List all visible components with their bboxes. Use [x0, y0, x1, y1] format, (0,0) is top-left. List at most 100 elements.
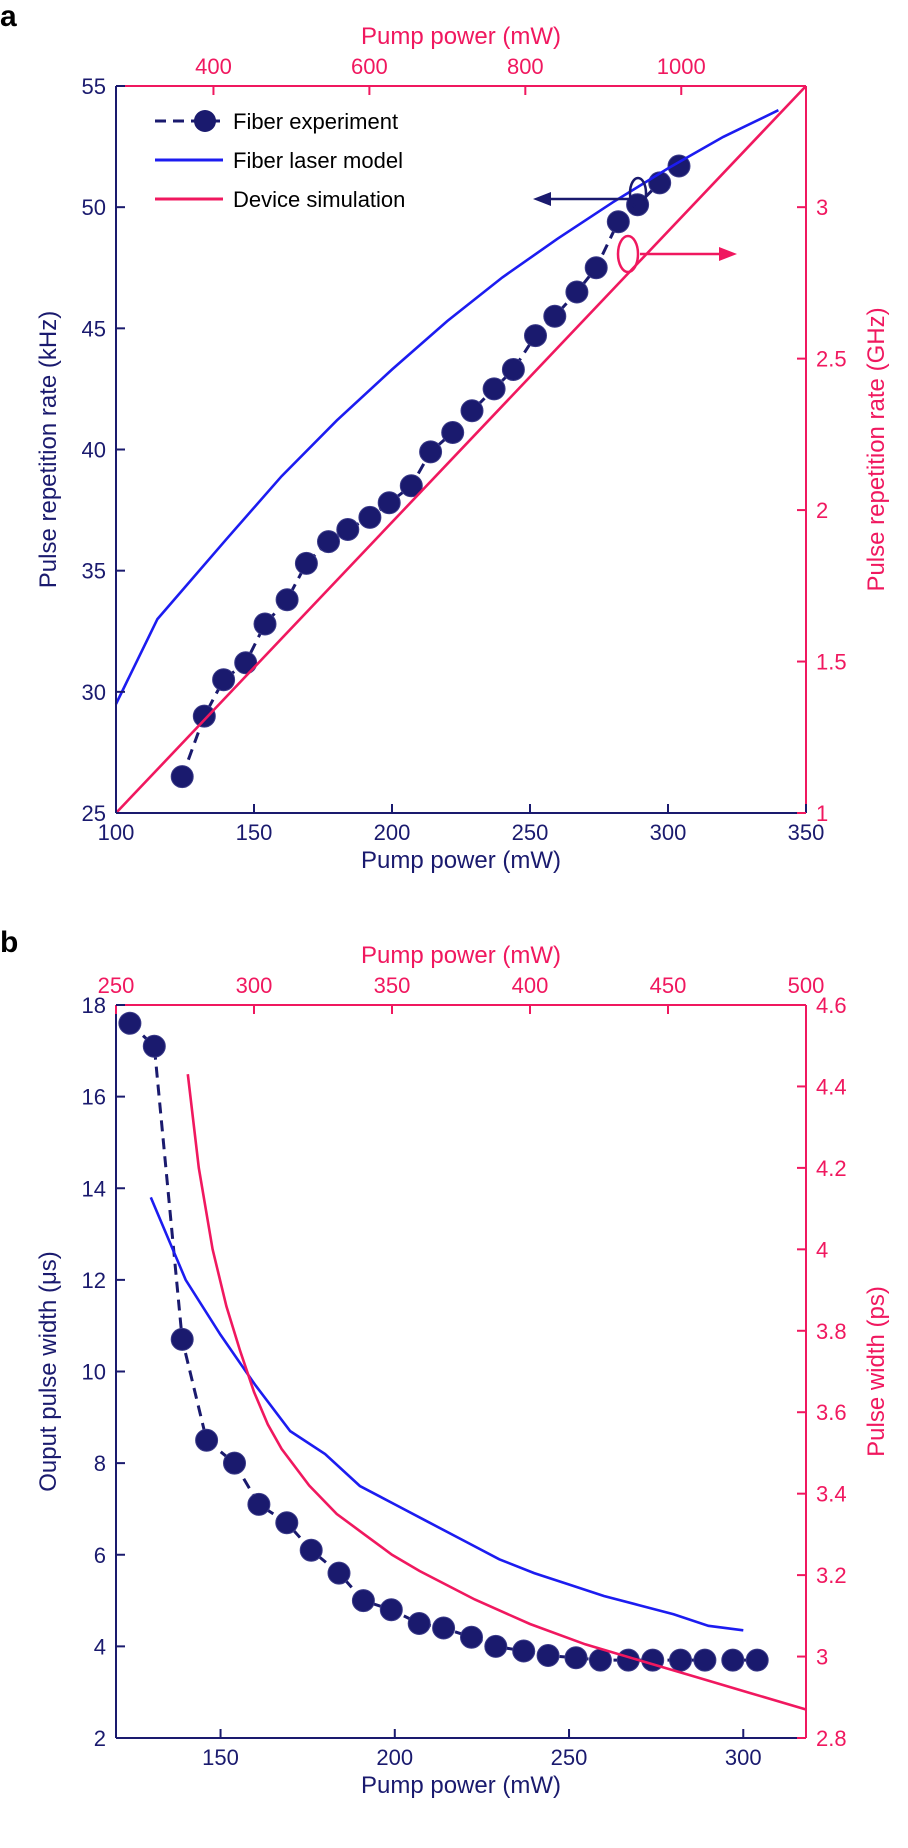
data-point	[648, 171, 672, 195]
series-fiber-experiment-line	[180, 164, 680, 778]
data-point	[536, 1644, 560, 1667]
data-point	[407, 1612, 431, 1635]
annotation-arrowhead-left	[533, 192, 551, 206]
x-tick-label-bottom: 200	[374, 820, 411, 845]
x-tick-label-top: 400	[512, 973, 549, 998]
legend: Fiber experiment Fiber laser model Device …	[155, 109, 405, 212]
x-tick-label-bottom: 100	[98, 820, 135, 845]
y-tick-label-left: 6	[94, 1543, 106, 1568]
y-axis-label-left: Pulse repetition rate (kHz)	[35, 311, 62, 588]
y-tick-label-right: 3	[816, 1645, 828, 1670]
data-point	[667, 154, 691, 178]
y-tick-label-right: 2.8	[816, 1726, 847, 1751]
y-tick-label-right: 4	[816, 1237, 828, 1262]
data-point	[195, 1428, 219, 1452]
data-point	[317, 530, 340, 554]
data-point	[170, 1327, 194, 1351]
data-point	[441, 421, 465, 444]
y-tick-label-right: 1	[816, 801, 828, 826]
data-point	[212, 668, 236, 692]
data-point	[669, 1648, 692, 1672]
x-tick-label-top: 600	[351, 54, 388, 79]
data-point	[501, 358, 525, 381]
chart-panel-b: 150 200 250 300 250 300 350 400 450 500 2 4 6 8 10 12 14…	[35, 942, 890, 1799]
data-point	[327, 1561, 351, 1585]
y-tick-label-right: 4.2	[816, 1156, 847, 1181]
x-tick-label-bottom: 350	[788, 820, 825, 845]
x-axis-label-top: Pump power (mW)	[361, 942, 561, 969]
data-point	[512, 1639, 536, 1663]
data-point	[543, 304, 567, 328]
annotation-arrowhead-right	[719, 247, 737, 261]
data-point	[275, 1511, 299, 1535]
y-tick-label-right: 3.6	[816, 1400, 847, 1425]
annotation-ellipse-right	[616, 234, 640, 274]
annotation-ellipse-left	[628, 176, 648, 210]
x-tick-label-top: 300	[236, 973, 273, 998]
y-tick-label-left: 2	[94, 1726, 106, 1751]
data-point	[524, 324, 547, 348]
panel-label-a: a	[0, 0, 17, 33]
data-point	[118, 1011, 142, 1035]
series-device-simulation-line	[186, 1074, 807, 1711]
x-tick-label-bottom: 250	[512, 820, 549, 845]
data-point	[482, 377, 506, 401]
data-point	[745, 1648, 769, 1672]
data-point	[275, 588, 299, 612]
y-tick-label-right: 3.4	[816, 1482, 847, 1507]
y-tick-label-right: 1.5	[816, 650, 847, 675]
y-tick-label-left: 14	[82, 1176, 106, 1201]
y-tick-label-left: 40	[82, 438, 106, 463]
data-point	[377, 491, 401, 515]
data-point	[336, 518, 360, 541]
x-tick-label-bottom: 300	[725, 1745, 762, 1770]
y-tick-label-left: 16	[82, 1085, 106, 1110]
data-point	[351, 1589, 375, 1613]
data-point	[432, 1616, 456, 1640]
panel-label-b: b	[0, 926, 18, 959]
data-point	[223, 1451, 246, 1475]
x-tick-label-top: 350	[374, 973, 411, 998]
legend-label-fiber-experiment: Fiber experiment	[233, 109, 398, 134]
legend-label-fiber-laser-model: Fiber laser model	[233, 148, 403, 173]
x-axis-label-bottom: Pump power (mW)	[361, 1772, 561, 1799]
y-tick-label-right: 2.5	[816, 347, 847, 372]
y-tick-label-left: 12	[82, 1268, 106, 1293]
data-point	[234, 651, 258, 675]
legend-label-device-simulation: Device simulation	[233, 187, 405, 212]
y-axis-label-left: Ouput pulse width (μs)	[35, 1251, 62, 1492]
x-tick-label-top: 800	[507, 54, 544, 79]
y-tick-label-right: 3.8	[816, 1319, 847, 1344]
y-tick-label-right: 4.4	[816, 1074, 847, 1099]
x-tick-label-bottom: 150	[202, 1745, 239, 1770]
x-tick-label-top: 250	[98, 973, 135, 998]
y-tick-label-left: 55	[82, 74, 106, 99]
x-tick-label-bottom: 250	[551, 1745, 588, 1770]
y-tick-label-left: 25	[82, 801, 106, 826]
x-tick-label-bottom: 200	[376, 1745, 413, 1770]
data-point	[564, 1646, 588, 1670]
data-point	[626, 193, 650, 217]
y-tick-label-left: 50	[82, 195, 106, 220]
x-tick-label-bottom: 300	[650, 820, 687, 845]
data-point	[484, 1634, 508, 1658]
y-tick-label-left: 4	[94, 1634, 106, 1659]
data-point	[358, 505, 382, 529]
y-tick-label-right: 4.6	[816, 993, 847, 1018]
y-tick-label-left: 8	[94, 1451, 106, 1476]
x-tick-label-top: 1000	[657, 54, 706, 79]
data-point	[460, 399, 484, 423]
y-tick-label-left: 45	[82, 316, 106, 341]
y-tick-label-left: 10	[82, 1360, 106, 1385]
y-axis-label-right: Pulse width (ps)	[863, 1286, 890, 1457]
y-tick-label-right: 3.2	[816, 1563, 847, 1588]
data-point	[584, 256, 608, 280]
data-point	[419, 440, 443, 464]
data-point	[247, 1492, 271, 1516]
data-point	[299, 1538, 323, 1562]
data-point	[379, 1598, 403, 1622]
data-point	[565, 280, 589, 304]
x-tick-label-top: 400	[195, 54, 232, 79]
